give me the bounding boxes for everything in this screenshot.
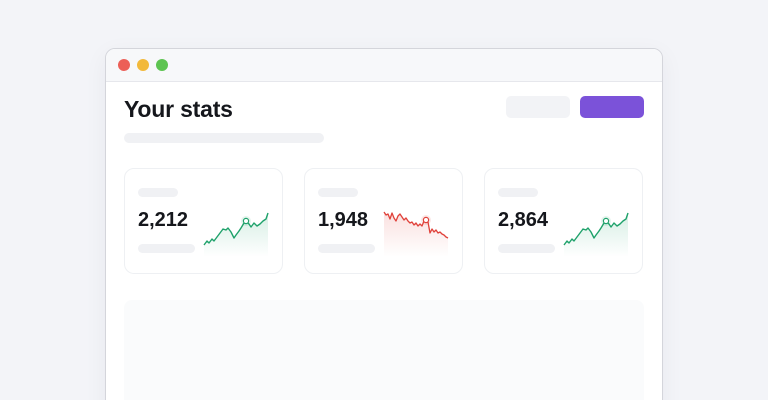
primary-action-button[interactable] <box>580 96 644 118</box>
sparkline-up-icon <box>203 212 269 257</box>
main-content: Your stats 2,212 <box>106 82 662 400</box>
chart-panel-placeholder <box>124 300 644 400</box>
stat-label-placeholder <box>318 188 358 197</box>
page-title: Your stats <box>124 96 233 122</box>
maximize-window-button[interactable] <box>156 59 168 71</box>
stat-card[interactable]: 2,212 <box>124 168 283 274</box>
subtitle-placeholder <box>124 133 324 143</box>
stat-card[interactable]: 1,948 <box>304 168 463 274</box>
stat-label-placeholder <box>498 188 538 197</box>
stat-label-placeholder <box>138 188 178 197</box>
title-bar <box>106 49 662 82</box>
close-window-button[interactable] <box>118 59 130 71</box>
stat-value: 1,948 <box>318 209 369 231</box>
sparkline-down-icon <box>383 211 449 257</box>
minimize-window-button[interactable] <box>137 59 149 71</box>
stat-value: 2,864 <box>498 209 549 231</box>
stat-meta-placeholder <box>498 244 555 253</box>
stat-card[interactable]: 2,864 <box>484 168 643 274</box>
stat-value: 2,212 <box>138 209 189 231</box>
app-window: Your stats 2,212 <box>105 48 663 400</box>
stat-meta-placeholder <box>138 244 195 253</box>
stat-meta-placeholder <box>318 244 375 253</box>
secondary-action-button[interactable] <box>506 96 570 118</box>
sparkline-up-icon <box>563 212 629 257</box>
